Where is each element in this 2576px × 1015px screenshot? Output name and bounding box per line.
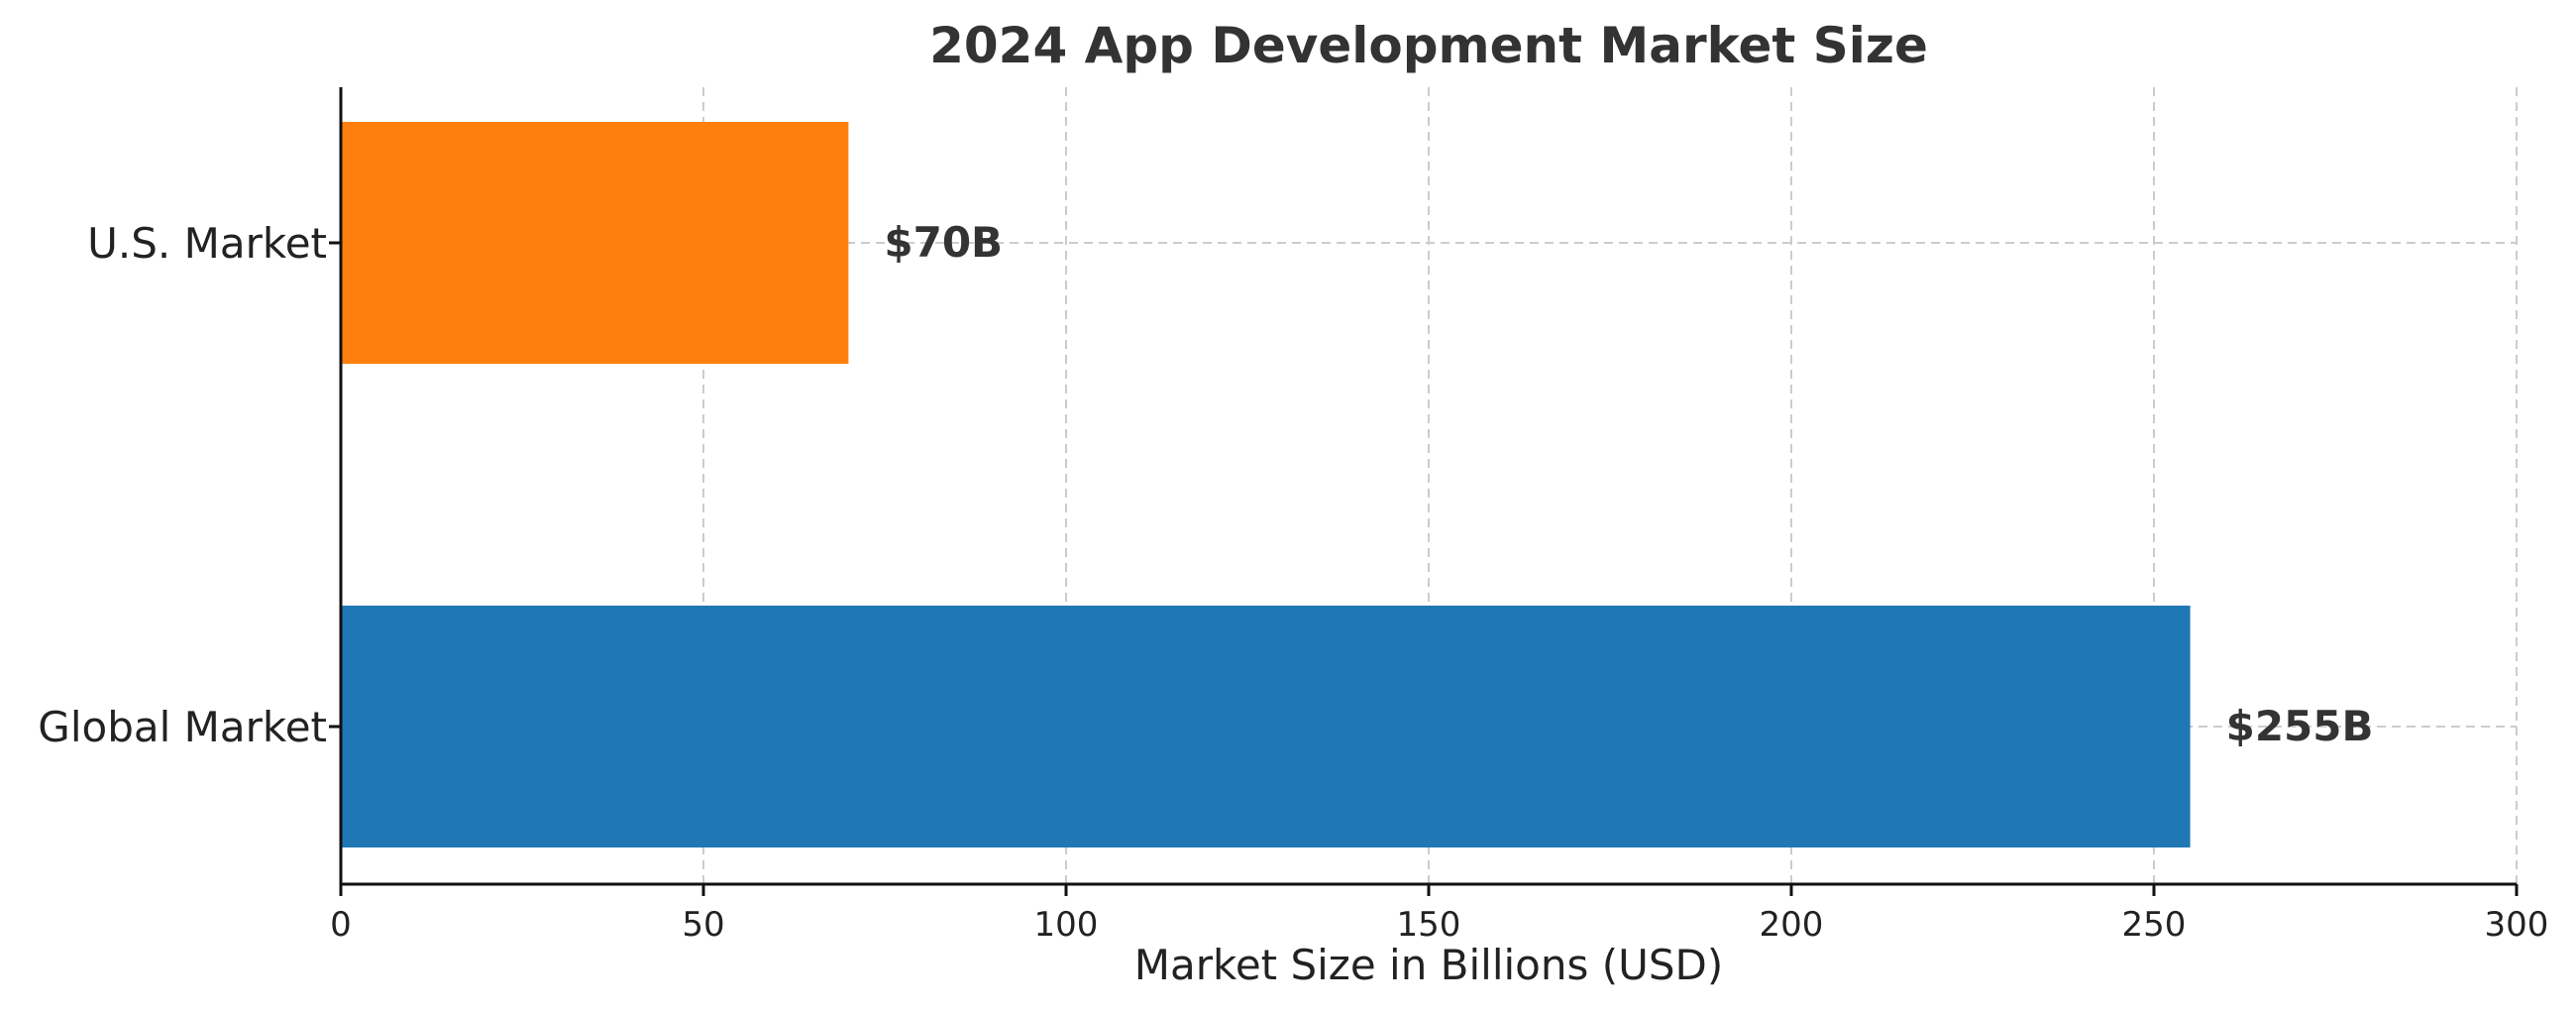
x-tick-label-0: 0 <box>330 905 352 945</box>
x-axis-label: Market Size in Billions (USD) <box>1134 941 1723 989</box>
x-tick-label-200: 200 <box>1760 905 1824 945</box>
x-tick-label-50: 50 <box>682 905 724 945</box>
chart-title: 2024 App Development Market Size <box>929 17 1928 74</box>
x-tick-label-250: 250 <box>2122 905 2187 945</box>
bar-global-market <box>341 606 2191 847</box>
x-tick-label-300: 300 <box>2485 905 2549 945</box>
x-tick-label-150: 150 <box>1397 905 1461 945</box>
y-tick-label-0: U.S. Market <box>87 219 327 268</box>
x-tick-label-100: 100 <box>1034 905 1099 945</box>
data-label-0: $70B <box>884 218 1003 267</box>
label-layer: $70B U.S. Market $255B Global Market 0 50 100 1… <box>38 218 2548 945</box>
axis-layer <box>329 87 2519 896</box>
bar-layer <box>341 122 2191 847</box>
data-label-1: $255B <box>2226 702 2374 750</box>
y-tick-label-1: Global Market <box>38 703 327 751</box>
bar-u-s-market <box>341 122 849 364</box>
